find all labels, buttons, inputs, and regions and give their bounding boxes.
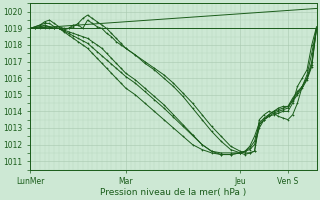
X-axis label: Pression niveau de la mer( hPa ): Pression niveau de la mer( hPa ) (100, 188, 247, 197)
